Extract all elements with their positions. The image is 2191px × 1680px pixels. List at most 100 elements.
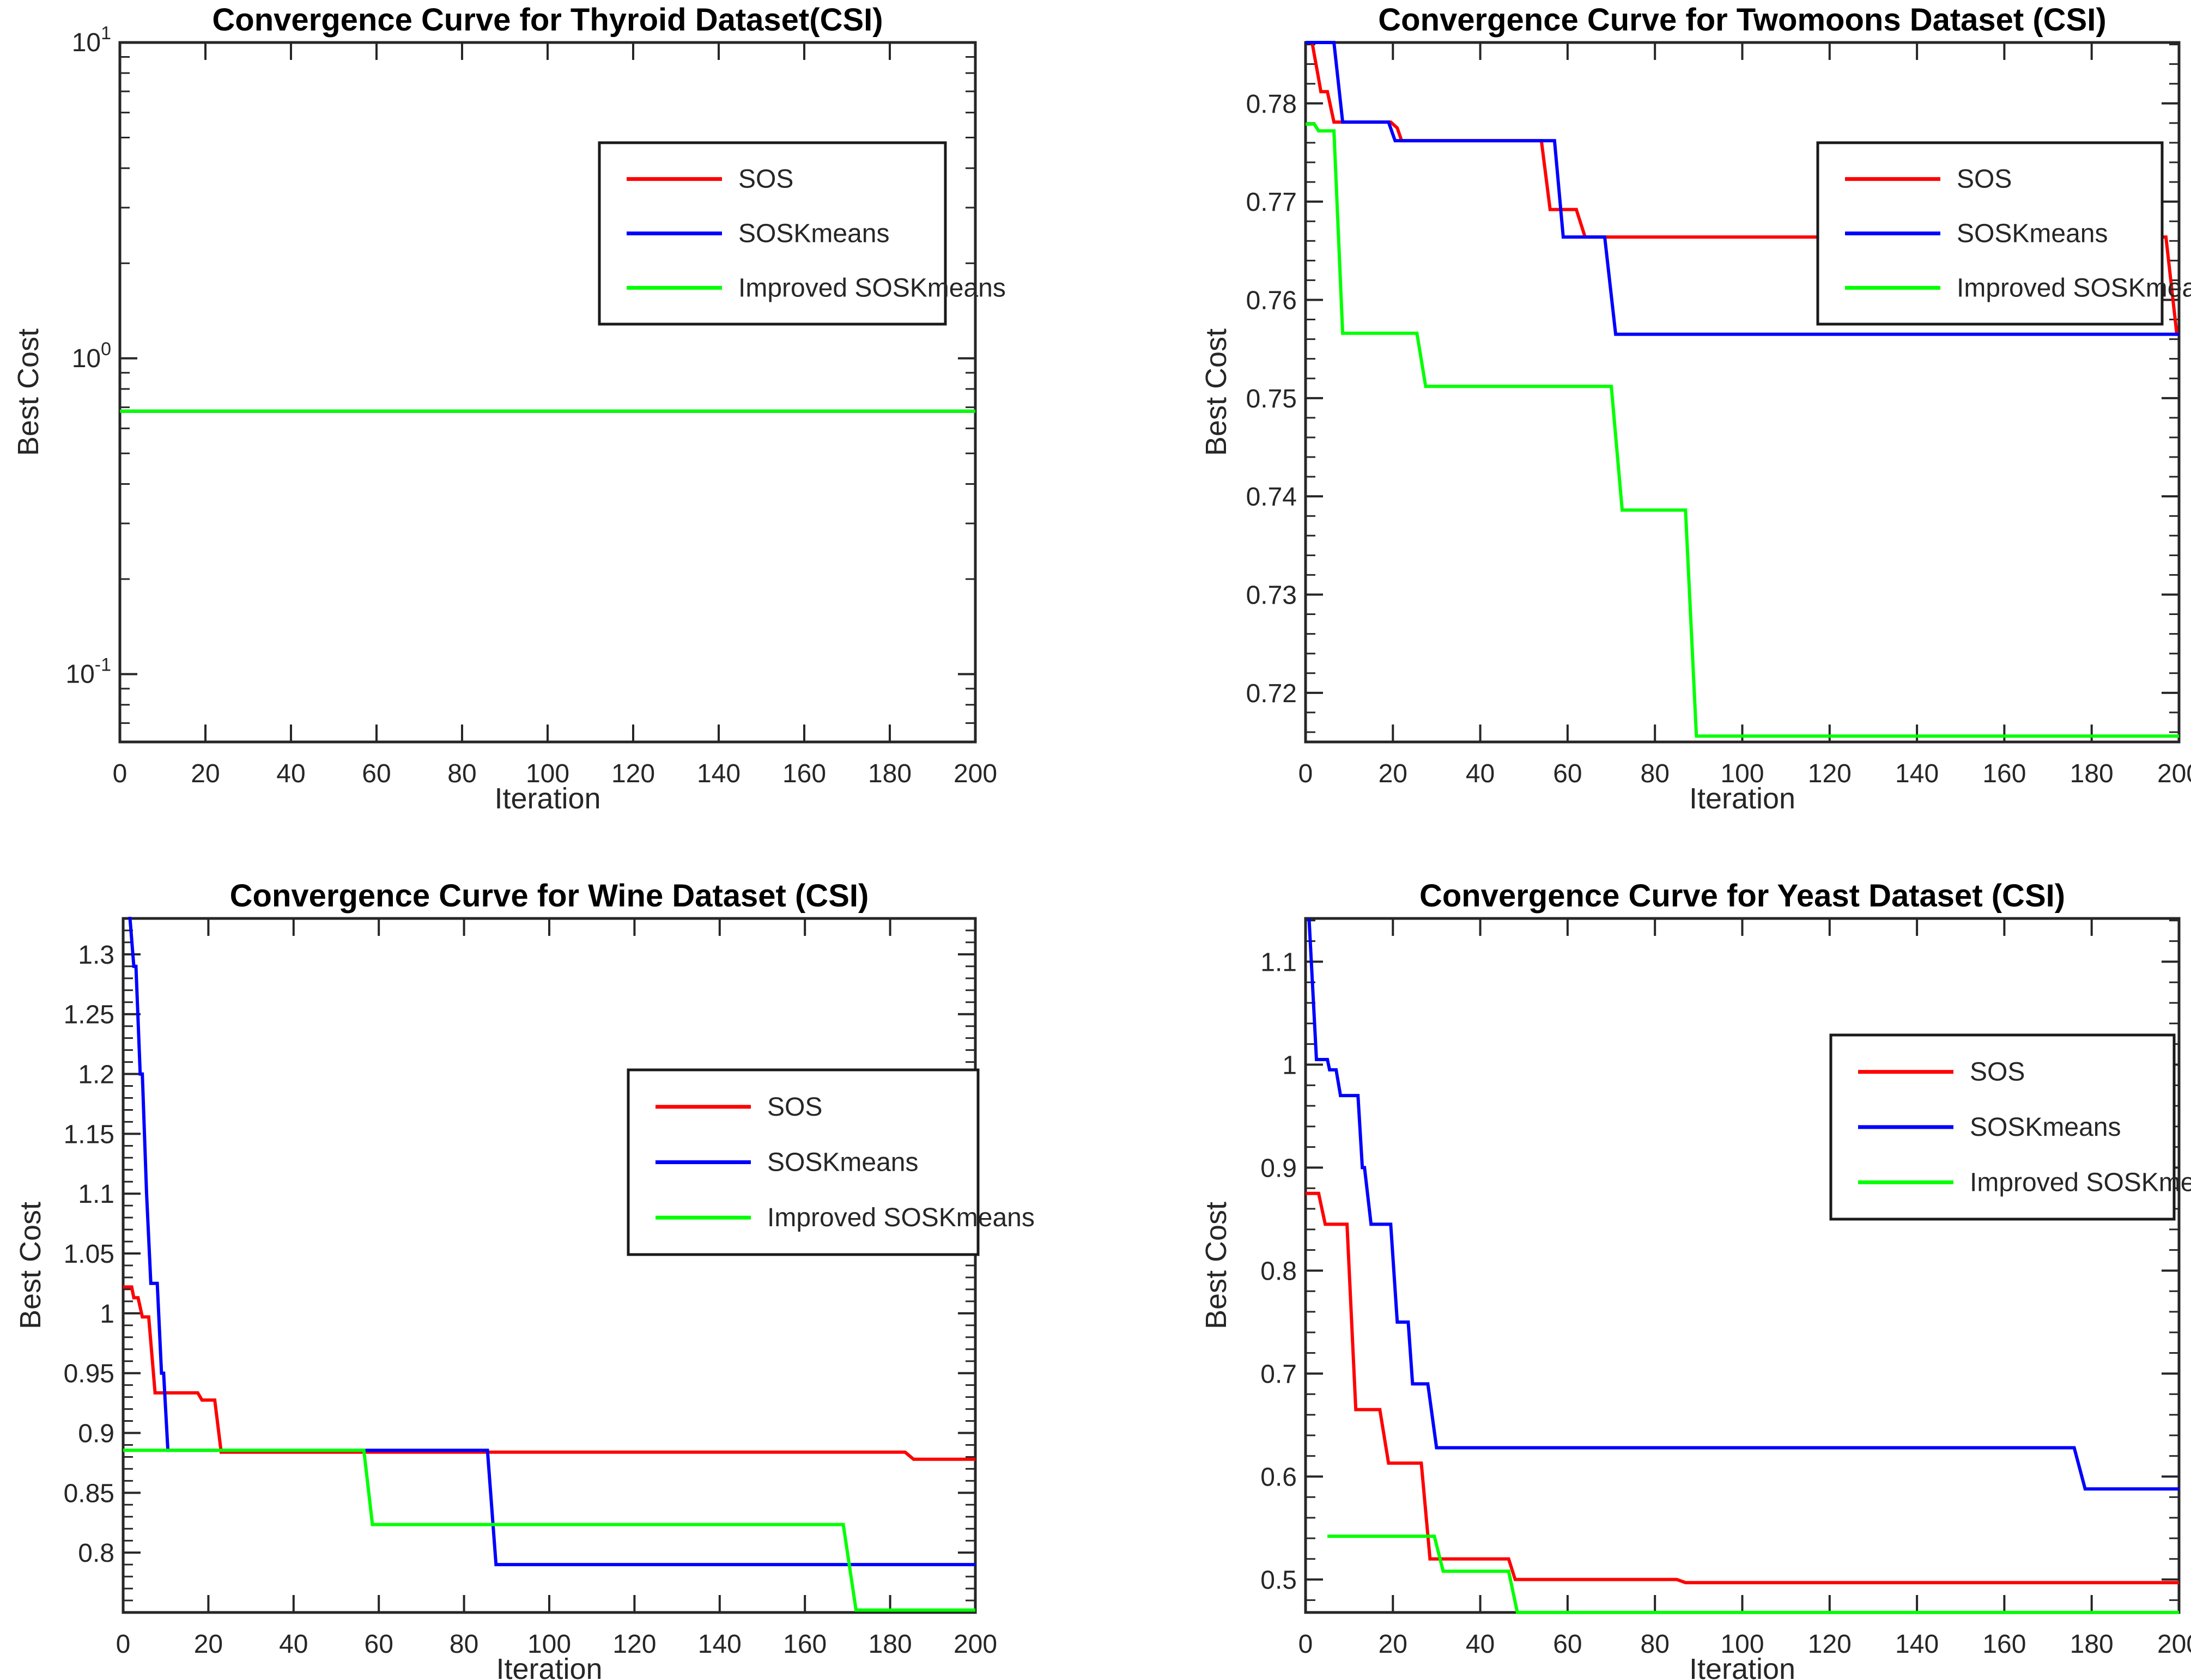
y-axis-label: Best Cost: [1200, 328, 1233, 456]
x-axis-label: Iteration: [1689, 782, 1795, 815]
x-tick-label: 80: [447, 759, 476, 788]
y-tick-label: 0.85: [64, 1479, 114, 1508]
y-axis-label: Best Cost: [12, 328, 45, 456]
legend-entry: SOSKmeans: [627, 220, 889, 248]
chart-thyroid: 0 20 40 60 80 100 120 140 160 180 200 101 100 10-1 Con…: [12, 2, 1006, 815]
x-tick-label: 60: [365, 1630, 393, 1659]
x-axis-label: Iteration: [494, 782, 600, 815]
x-tick-label: 120: [611, 759, 655, 788]
x-tick-label: 100: [527, 1630, 571, 1659]
x-tick-label: 180: [2070, 759, 2114, 788]
x-tick-label: 160: [1982, 759, 2026, 788]
y-tick-label: 1.15: [64, 1120, 114, 1149]
y-tick-label: 0.9: [1260, 1154, 1297, 1183]
y-tick-label: 0.8: [1260, 1257, 1297, 1286]
x-tick-label: 140: [698, 1630, 742, 1659]
x-tick-label: 180: [868, 759, 912, 788]
legend-entry: SOS: [1858, 1058, 2025, 1087]
legend-label: Improved SOSKmeans: [1970, 1168, 2191, 1197]
x-tick-label: 140: [697, 759, 741, 788]
x-tick-label: 100: [526, 759, 569, 788]
x-tick-label: 160: [782, 759, 826, 788]
y-tick-label: 1.1: [1260, 948, 1297, 977]
chart-title: Convergence Curve for Thyroid Dataset(CS…: [212, 2, 883, 38]
x-tick-label: 0: [1298, 1630, 1313, 1659]
y-minor-ticks: [120, 56, 975, 724]
y-tick-label: 101: [72, 23, 111, 57]
chart-title: Convergence Curve for Yeast Dataset (CSI…: [1419, 878, 2065, 914]
legend: SOS SOSKmeans Improved SOSKmeans: [627, 1068, 1035, 1256]
y-tick-label: 1.1: [78, 1180, 114, 1209]
chart-twomoons: 0 20 40 60 80 100 120 140 160 180 200 0.72 0.73 0.74 0…: [1200, 2, 2191, 815]
x-tick-label: 40: [1466, 759, 1495, 788]
x-tick-label: 0: [113, 759, 128, 788]
y-tick-label: 0.72: [1246, 679, 1297, 708]
legend-entry: SOSKmeans: [1858, 1113, 2121, 1142]
x-tick-label: 160: [783, 1630, 827, 1659]
x-tick-label: 120: [612, 1630, 656, 1659]
x-tick-label: 200: [954, 1630, 997, 1659]
legend-label: SOSKmeans: [1957, 220, 2108, 248]
y-tick-label: 0.77: [1246, 188, 1297, 217]
x-tick-label: 40: [276, 759, 305, 788]
x-tick-label: 0: [1298, 759, 1313, 788]
x-tick-label: 20: [1379, 759, 1407, 788]
y-tick-label: 1: [1282, 1051, 1297, 1080]
y-tick-label: 0.6: [1260, 1463, 1297, 1492]
series-improved-soskmeans: [1306, 122, 2179, 738]
legend: SOS SOSKmeans Improved SOSKmeans: [1829, 1033, 2191, 1221]
legend-label: SOSKmeans: [767, 1148, 918, 1177]
x-tick-label: 200: [2157, 759, 2191, 788]
legend-entry: SOSKmeans: [1845, 220, 2108, 248]
legend-label: SOS: [1957, 165, 2012, 194]
legend: SOS SOSKmeans Improved SOSKmeans: [1816, 141, 2191, 326]
legend-label: SOS: [1970, 1058, 2025, 1087]
x-tick-label: 60: [362, 759, 391, 788]
series-soskmeans: [1306, 41, 2179, 336]
legend-entry: Improved SOSKmeans: [656, 1203, 1035, 1232]
x-tick-label: 20: [191, 759, 220, 788]
legend-entry: Improved SOSKmeans: [1845, 273, 2191, 302]
axis-ticks: [1304, 42, 2180, 742]
y-tick-label: 1.3: [78, 941, 114, 970]
legend-entry: SOS: [1845, 165, 2012, 194]
series-soskmeans: [128, 917, 975, 1567]
x-tick-label: 120: [1808, 1630, 1852, 1659]
x-tick-label: 140: [1895, 759, 1939, 788]
x-tick-label: 80: [450, 1630, 478, 1659]
x-tick-label: 120: [1808, 759, 1852, 788]
series-sos: [123, 1285, 975, 1461]
x-tick-label: 40: [279, 1630, 308, 1659]
y-tick-label: 1.2: [78, 1061, 114, 1089]
x-tick-label: 80: [1641, 759, 1670, 788]
chart-wine: 0 20 40 60 80 100 120 140 160 180 200 0.8 0.85 0.9 0.9…: [14, 878, 1035, 1680]
series-sos: [1306, 1191, 2179, 1585]
legend-label: Improved SOSKmeans: [738, 273, 1006, 302]
series-improved-soskmeans: [1327, 1535, 2179, 1614]
y-tick-label: 0.78: [1246, 90, 1297, 119]
legend-label: SOSKmeans: [1970, 1113, 2121, 1142]
y-tick-label: 1.05: [64, 1240, 114, 1269]
y-tick-label: 1.25: [64, 1001, 114, 1030]
axis-ticks: [119, 41, 976, 742]
x-tick-label: 180: [2070, 1630, 2114, 1659]
x-tick-label: 60: [1553, 759, 1582, 788]
series-improved-soskmeans: [123, 1448, 975, 1612]
series-soskmeans: [1307, 918, 2179, 1491]
x-tick-label: 20: [1379, 1630, 1407, 1659]
x-tick-label: 40: [1466, 1630, 1495, 1659]
legend-entry: Improved SOSKmeans: [1858, 1168, 2191, 1197]
y-tick-label: 0.7: [1260, 1360, 1297, 1389]
y-tick-label: 1: [100, 1300, 114, 1329]
chart-title: Convergence Curve for Twomoons Dataset (…: [1378, 2, 2106, 38]
x-tick-label: 100: [1720, 759, 1764, 788]
legend-label: Improved SOSKmeans: [767, 1203, 1035, 1232]
legend-label: SOS: [767, 1093, 822, 1122]
legend-label: SOS: [738, 165, 793, 194]
x-tick-label: 160: [1982, 1630, 2026, 1659]
y-minor-ticks: [1306, 44, 2179, 733]
legend-label: SOSKmeans: [738, 220, 889, 248]
axis-ticks: [1304, 918, 2180, 1612]
y-tick-label: 0.9: [78, 1420, 114, 1448]
